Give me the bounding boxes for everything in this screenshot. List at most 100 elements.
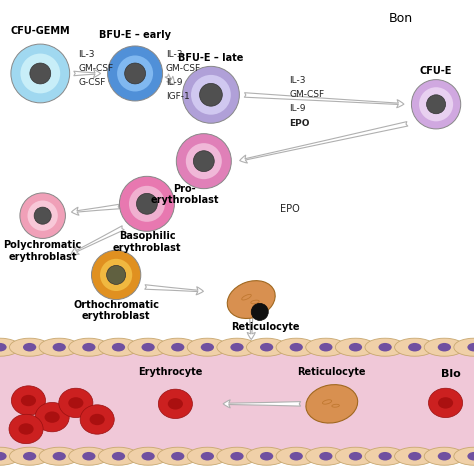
Ellipse shape xyxy=(0,447,20,465)
Text: Pro-
erythroblast: Pro- erythroblast xyxy=(151,183,219,205)
Ellipse shape xyxy=(408,452,421,461)
Text: Bon: Bon xyxy=(389,12,413,25)
Ellipse shape xyxy=(98,338,138,356)
Ellipse shape xyxy=(201,343,214,352)
Text: BFU-E – early: BFU-E – early xyxy=(99,30,171,40)
Ellipse shape xyxy=(158,389,192,419)
Ellipse shape xyxy=(260,343,273,352)
Circle shape xyxy=(11,44,70,103)
Ellipse shape xyxy=(11,386,46,415)
Ellipse shape xyxy=(230,452,244,461)
Circle shape xyxy=(137,193,157,214)
Ellipse shape xyxy=(319,343,333,352)
Ellipse shape xyxy=(112,343,125,352)
Ellipse shape xyxy=(80,405,114,434)
Ellipse shape xyxy=(454,338,474,356)
Ellipse shape xyxy=(438,452,451,461)
Text: Erythrocyte: Erythrocyte xyxy=(138,367,203,377)
Text: GM-CSF: GM-CSF xyxy=(78,64,113,73)
Ellipse shape xyxy=(276,447,316,465)
Circle shape xyxy=(108,46,163,101)
Ellipse shape xyxy=(408,343,421,352)
Ellipse shape xyxy=(23,343,36,352)
Ellipse shape xyxy=(53,343,66,352)
Circle shape xyxy=(100,259,132,291)
Ellipse shape xyxy=(157,447,198,465)
Ellipse shape xyxy=(246,447,287,465)
Ellipse shape xyxy=(69,447,109,465)
Ellipse shape xyxy=(128,338,168,356)
Text: G-CSF: G-CSF xyxy=(78,78,106,87)
Ellipse shape xyxy=(18,423,34,435)
Circle shape xyxy=(193,151,214,172)
Ellipse shape xyxy=(141,452,155,461)
Ellipse shape xyxy=(9,447,50,465)
Circle shape xyxy=(251,303,268,320)
Ellipse shape xyxy=(260,452,273,461)
Ellipse shape xyxy=(9,338,50,356)
Ellipse shape xyxy=(187,447,228,465)
Text: IL-3: IL-3 xyxy=(166,50,182,59)
Circle shape xyxy=(427,95,446,114)
Ellipse shape xyxy=(428,388,463,418)
Ellipse shape xyxy=(227,281,275,319)
Ellipse shape xyxy=(21,395,36,406)
Ellipse shape xyxy=(276,338,316,356)
Text: EPO: EPO xyxy=(280,204,300,214)
Circle shape xyxy=(191,75,231,115)
Ellipse shape xyxy=(424,447,465,465)
Ellipse shape xyxy=(336,447,375,465)
Ellipse shape xyxy=(0,343,7,352)
Ellipse shape xyxy=(39,338,80,356)
Circle shape xyxy=(107,265,126,284)
Ellipse shape xyxy=(9,414,43,444)
Ellipse shape xyxy=(168,398,183,410)
Ellipse shape xyxy=(69,338,109,356)
Text: CFU-GEMM: CFU-GEMM xyxy=(10,26,70,36)
Ellipse shape xyxy=(454,447,474,465)
Ellipse shape xyxy=(141,343,155,352)
Ellipse shape xyxy=(230,343,244,352)
Ellipse shape xyxy=(217,338,257,356)
Circle shape xyxy=(30,63,51,84)
Ellipse shape xyxy=(246,338,287,356)
Circle shape xyxy=(20,54,60,93)
Circle shape xyxy=(186,143,222,179)
Ellipse shape xyxy=(306,338,346,356)
Ellipse shape xyxy=(59,388,93,418)
Ellipse shape xyxy=(378,452,392,461)
Circle shape xyxy=(411,80,461,129)
Ellipse shape xyxy=(306,384,358,423)
Bar xyxy=(0,341,474,462)
Circle shape xyxy=(27,201,58,231)
Ellipse shape xyxy=(394,447,435,465)
Text: GM-CSF: GM-CSF xyxy=(289,90,324,99)
Circle shape xyxy=(176,134,231,189)
Ellipse shape xyxy=(157,338,198,356)
Circle shape xyxy=(20,193,65,238)
Ellipse shape xyxy=(0,338,20,356)
Ellipse shape xyxy=(290,452,303,461)
Ellipse shape xyxy=(112,452,125,461)
Ellipse shape xyxy=(467,343,474,352)
Circle shape xyxy=(117,55,153,91)
Ellipse shape xyxy=(98,447,138,465)
Ellipse shape xyxy=(349,452,362,461)
Ellipse shape xyxy=(438,343,451,352)
Text: Reticulocyte: Reticulocyte xyxy=(298,367,366,377)
Circle shape xyxy=(182,66,239,123)
Ellipse shape xyxy=(39,447,80,465)
Circle shape xyxy=(129,186,165,222)
Circle shape xyxy=(34,207,51,224)
Ellipse shape xyxy=(35,402,69,432)
Ellipse shape xyxy=(319,452,333,461)
Ellipse shape xyxy=(187,338,228,356)
Circle shape xyxy=(200,83,222,106)
Text: GM-CSF: GM-CSF xyxy=(166,64,201,73)
Bar xyxy=(0,353,474,450)
Ellipse shape xyxy=(424,338,465,356)
Ellipse shape xyxy=(90,414,105,425)
Circle shape xyxy=(119,176,174,231)
Text: Orthochromatic
erythroblast: Orthochromatic erythroblast xyxy=(73,300,159,321)
Ellipse shape xyxy=(336,338,375,356)
